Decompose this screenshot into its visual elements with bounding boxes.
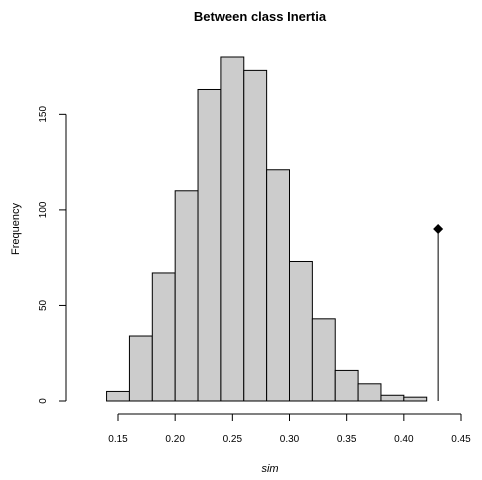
histogram-bar	[357, 383, 382, 402]
observed-value-marker	[433, 224, 444, 401]
x-tick-label: 0.30	[280, 434, 300, 445]
histogram-bar	[243, 69, 268, 402]
y-tick-label: 50	[38, 299, 49, 311]
x-tick-label: 0.15	[108, 434, 128, 445]
y-tick-label: 150	[38, 106, 49, 123]
x-tick-label: 0.35	[337, 434, 357, 445]
y-tick-label: 0	[38, 398, 49, 404]
histogram-bar	[380, 394, 405, 402]
histogram-bar	[197, 88, 222, 402]
histogram-bar	[151, 272, 176, 402]
x-axis-label: sim	[261, 463, 278, 475]
histogram-bar	[311, 318, 336, 402]
x-tick-label: 0.45	[451, 434, 471, 445]
histogram-bar	[334, 369, 359, 402]
chart-title: Between class Inertia	[194, 9, 327, 24]
y-axis: 0 50 100 150	[38, 106, 67, 404]
histogram-bar	[403, 396, 428, 402]
x-tick-label: 0.40	[394, 434, 414, 445]
histogram-bars	[106, 56, 428, 402]
histogram-bar	[174, 190, 199, 402]
y-tick-label: 100	[38, 201, 49, 218]
histogram-bar	[106, 390, 130, 402]
x-tick-label: 0.20	[165, 434, 185, 445]
histogram-bar	[289, 260, 313, 402]
x-axis: 0.15 0.20 0.25 0.30 0.35 0.40 0.45	[108, 413, 471, 445]
histogram-bar	[128, 335, 153, 402]
y-axis-label: Frequency	[10, 203, 22, 255]
x-tick-label: 0.25	[223, 434, 243, 445]
histogram-bar	[266, 169, 290, 402]
histogram-bar	[220, 56, 245, 402]
observed-value-diamond	[433, 224, 444, 234]
